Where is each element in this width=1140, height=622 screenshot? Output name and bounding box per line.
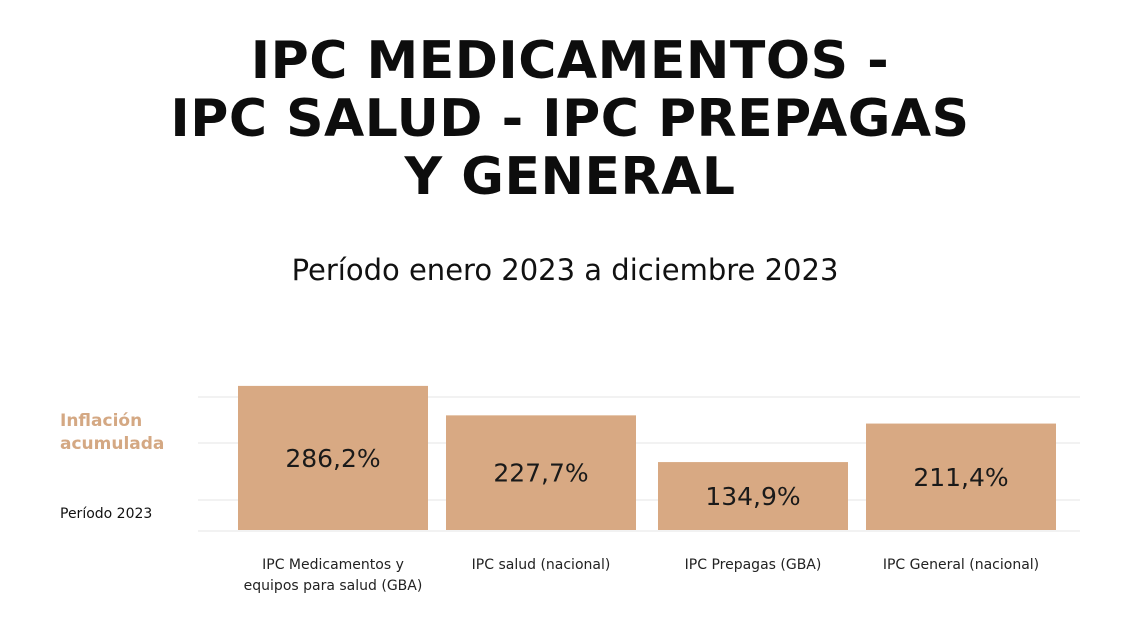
bar xyxy=(866,423,1056,530)
category-label: IPC salud (nacional) xyxy=(472,557,611,573)
category-label: equipos para salud (GBA) xyxy=(244,578,423,594)
bar-value-label: 286,2% xyxy=(285,444,380,473)
bar xyxy=(238,385,428,530)
bar-value-label: 227,7% xyxy=(493,459,588,488)
y-axis-label: Inflación acumulada xyxy=(60,410,164,456)
y-axis-label-line-1: Inflación xyxy=(60,411,143,431)
bar xyxy=(658,462,848,530)
title-line-3: Y GENERAL xyxy=(404,147,736,207)
category-label: IPC General (nacional) xyxy=(883,557,1039,573)
category-label: IPC Prepagas (GBA) xyxy=(685,557,822,573)
bar-value-label: 211,4% xyxy=(913,463,1008,492)
title-line-1: IPC MEDICAMENTOS - xyxy=(250,31,890,91)
period-label: Período 2023 xyxy=(60,506,153,522)
title-line-2: IPC SALUD - IPC PREPAGAS xyxy=(170,89,970,149)
bar-value-label: 134,9% xyxy=(705,482,800,511)
bar xyxy=(446,415,636,530)
chart-subtitle: Período enero 2023 a diciembre 2023 xyxy=(291,253,839,287)
y-axis-label-line-2: acumulada xyxy=(60,434,165,454)
chart-title: IPC MEDICAMENTOS - IPC SALUD - IPC PREPA… xyxy=(0,32,1140,206)
category-label: IPC Medicamentos y xyxy=(262,557,404,573)
